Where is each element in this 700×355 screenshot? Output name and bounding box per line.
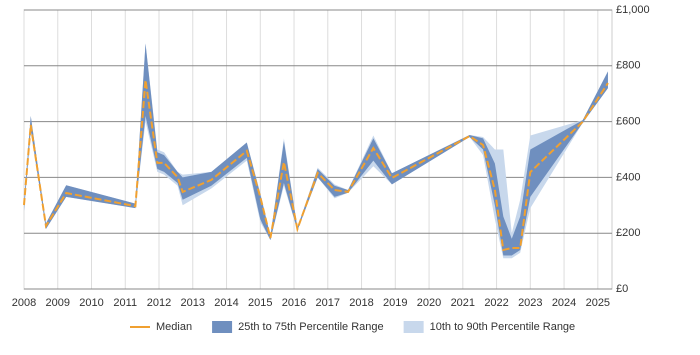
x-tick-label: 2015	[248, 297, 272, 309]
x-tick-label: 2014	[214, 297, 238, 309]
x-tick-label: 2024	[552, 297, 576, 309]
legend-swatch	[212, 321, 233, 333]
median-line	[23, 79, 609, 252]
legend-swatch	[403, 321, 424, 333]
x-tick-label: 2023	[518, 297, 542, 309]
legend-label: Median	[156, 321, 192, 333]
x-tick-label: 2013	[181, 297, 205, 309]
x-tick-label: 2018	[349, 297, 373, 309]
x-tick-label: 2011	[113, 297, 137, 309]
y-tick-label: £200	[616, 227, 640, 239]
x-tick-label: 2012	[147, 297, 171, 309]
legend-label: 25th to 75th Percentile Range	[238, 321, 384, 333]
plot-area	[23, 9, 613, 290]
x-tick-label: 2017	[316, 297, 340, 309]
percentile-band	[24, 43, 608, 256]
x-tick-label: 2019	[383, 297, 407, 309]
x-tick-label: 2016	[282, 297, 306, 309]
x-tick-label: 2009	[46, 297, 70, 309]
y-tick-label: £600	[616, 116, 640, 128]
legend-label: 10th to 90th Percentile Range	[430, 321, 576, 333]
x-tick-label: 2025	[586, 297, 610, 309]
y-tick-label: £800	[616, 60, 640, 72]
y-tick-label: £400	[616, 171, 640, 183]
x-tick-label: 2008	[12, 297, 36, 309]
x-tick-label: 2022	[484, 297, 508, 309]
x-tick-label: 2020	[417, 297, 441, 309]
y-tick-label: £0	[616, 283, 628, 295]
y-tick-label: £1,000	[616, 4, 650, 16]
x-tick-label: 2010	[79, 297, 103, 309]
x-tick-label: 2021	[451, 297, 475, 309]
